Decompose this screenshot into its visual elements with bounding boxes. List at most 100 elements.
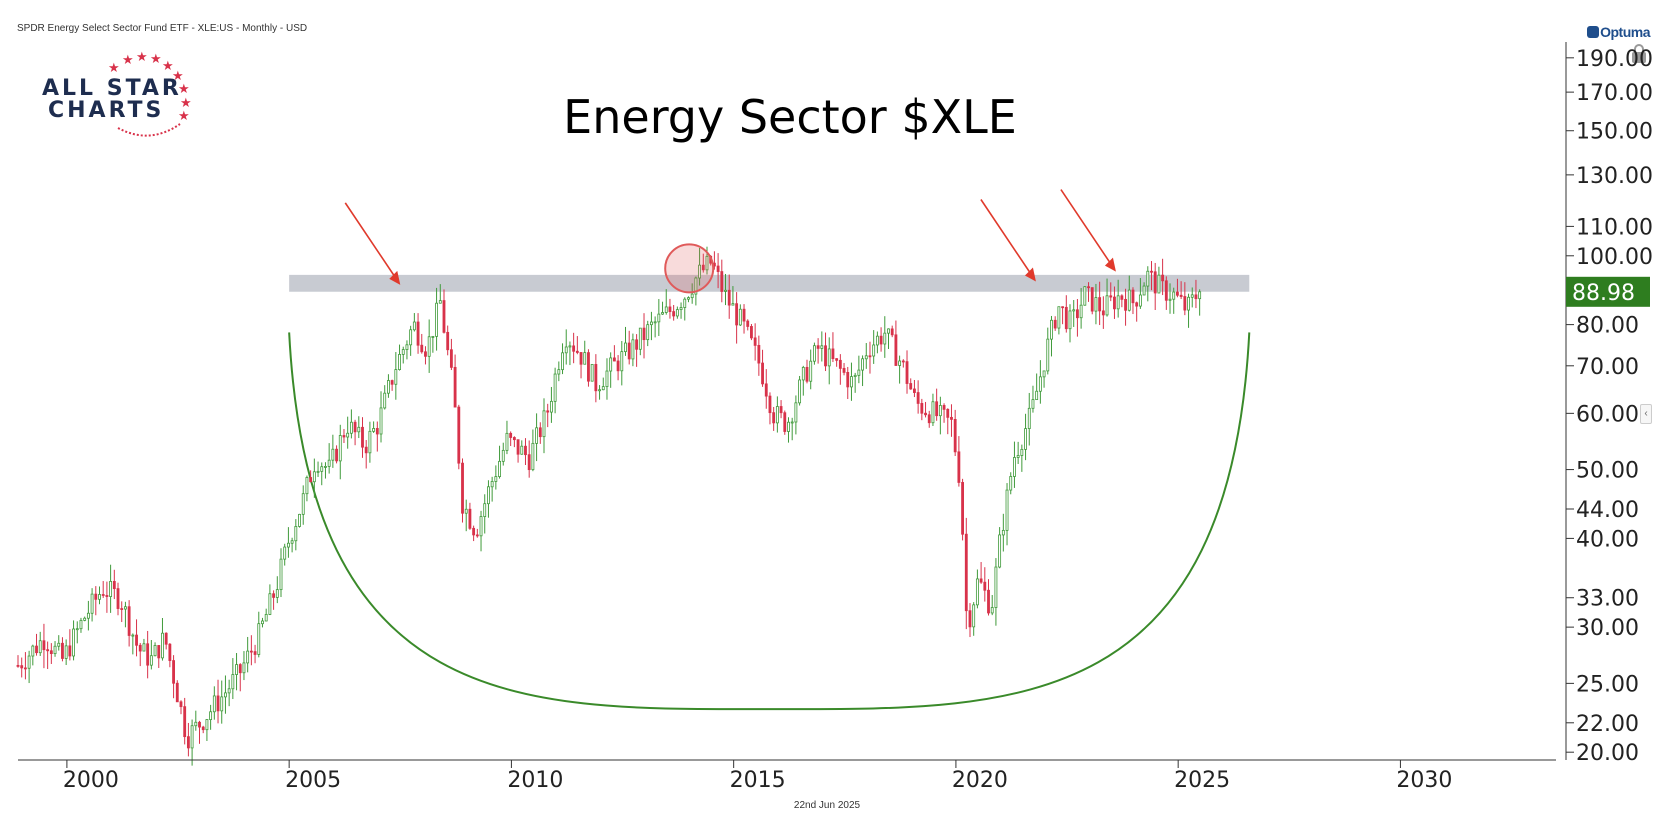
logo-line-1: ALL STAR [42,76,182,101]
y-tick-label: 60.00 [1576,402,1639,427]
candle-body [1057,306,1061,329]
candle-body [553,373,557,402]
candle-body [687,297,690,300]
x-tick-label: 2025 [1174,768,1230,793]
optuma-brand[interactable]: Optuma [1587,24,1650,40]
candle-body [57,642,61,647]
candle-body [212,695,216,713]
candle-body [753,337,757,346]
candle-body [568,345,572,348]
candle-body [1064,306,1068,330]
candle-body [1172,291,1176,300]
candle-body [149,655,153,666]
x-tick-label: 2000 [63,768,119,793]
candle-body [705,255,709,271]
candle-body [775,406,779,424]
candle-body [161,632,164,659]
candle-body [794,402,798,423]
candle-body [594,364,598,392]
candle-body [324,466,327,468]
candle-body [53,645,57,655]
y-tick-label: 30.00 [1576,616,1639,641]
candle-body [546,410,550,413]
y-tick-label: 170.00 [1576,81,1653,106]
candle-body [835,358,839,361]
candle-body [438,300,442,304]
candle-body [75,628,79,631]
candle-body [850,376,853,388]
candle-body [375,428,379,435]
candle-body [738,308,742,326]
svg-text:★: ★ [180,96,192,111]
candle-body [398,354,401,371]
candle-body [872,344,876,357]
candle-body [172,660,175,684]
candle-body [1142,285,1146,296]
candle-body [864,355,868,360]
candle-body [31,645,35,657]
candle-body [598,389,601,392]
candle-body [1072,309,1076,312]
candle-body [975,578,979,606]
candle-body [361,426,364,448]
candle-body [205,719,209,731]
candle-body [261,620,264,625]
candle-body [549,400,553,413]
candle-body [561,352,564,371]
candle-body [1053,319,1057,329]
candle-body [424,351,427,357]
candle-body [638,327,642,350]
candle-body [1190,294,1194,298]
candle-body [1120,295,1124,300]
candle-body [857,369,861,376]
candle-body [601,386,605,391]
candle-body [1101,310,1105,316]
candle-body [275,589,279,598]
candle-body [1198,291,1202,300]
candle-body [579,352,583,365]
candle-body [501,449,505,462]
candle-body [624,342,627,353]
instrument-header: SPDR Energy Select Sector Fund ETF - XLE… [17,23,308,34]
candle-body [227,688,231,694]
candle-body [309,477,313,483]
candle-body [861,358,864,371]
candle-body [16,664,20,667]
candle-body [157,645,161,659]
candle-body [720,271,724,292]
candle-body [342,435,346,438]
lock-icon[interactable] [1630,44,1648,64]
candle-body [131,634,135,637]
candle-body [487,486,490,505]
y-tick-label: 44.00 [1576,498,1639,523]
candle-body [35,645,38,654]
collapse-panel-icon[interactable]: ‹ [1640,404,1652,424]
candle-body [349,421,353,434]
candle-body [650,321,653,326]
candle-body [1157,274,1161,294]
candle-body [457,406,461,464]
candle-body [620,351,624,372]
candle-body [1176,291,1179,296]
y-tick-label: 190.00 [1576,47,1653,72]
candle-body [1194,294,1198,300]
candle-body [842,367,846,373]
candle-body [1138,294,1142,307]
candle-body [846,372,850,388]
y-tick-label: 70.00 [1576,355,1639,380]
candle-body [1020,448,1024,456]
candle-body [42,640,46,651]
candle-body [479,516,483,537]
candle-body [1135,302,1139,307]
y-tick-label: 150.00 [1576,120,1653,145]
candle-body [483,503,487,517]
candle-body [557,369,561,375]
candle-body [164,632,168,645]
candle-body [1098,297,1102,312]
candle-body [798,379,802,404]
logo-stars-icon: ★ ★ ★ ★ ★ ★ ★ ★ ★ [108,50,192,137]
candle-body [175,682,179,703]
annotation-arrowhead [1104,257,1116,272]
candle-body [790,421,794,424]
